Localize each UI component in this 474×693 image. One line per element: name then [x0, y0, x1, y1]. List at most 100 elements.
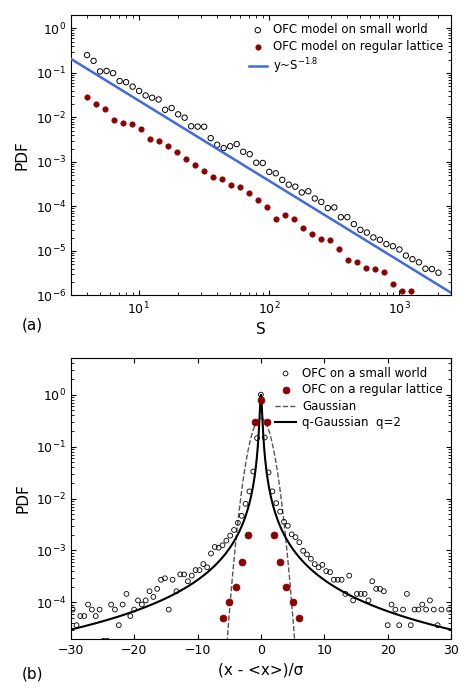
OFC model on small world [174, 109, 182, 120]
q-Gaussian  q=2 [87, 620, 93, 629]
OFC on a small world [161, 572, 169, 584]
Legend: OFC model on small world, OFC model on regular lattice, y~S$^{-1.8}$: OFC model on small world, OFC model on r… [246, 21, 445, 78]
OFC on a small world [373, 584, 380, 595]
OFC on a small world [446, 604, 453, 615]
OFC on a small world [388, 599, 395, 610]
OFC model on regular lattice [381, 266, 388, 277]
OFC model on small world [181, 112, 189, 123]
Y-axis label: PDF: PDF [15, 484, 30, 514]
OFC on a small world [192, 565, 200, 576]
OFC model on regular lattice [228, 179, 235, 191]
OFC model on small world [383, 238, 390, 249]
OFC model on regular lattice [426, 297, 433, 308]
OFC on a small world [330, 574, 337, 586]
OFC on a small world [184, 576, 191, 587]
OFC on a small world [123, 588, 130, 599]
OFC on a small world [246, 486, 253, 497]
OFC model on small world [187, 121, 195, 132]
OFC on a small world [368, 576, 376, 587]
OFC model on small world [201, 121, 208, 132]
OFC model on small world [83, 49, 91, 60]
OFC model on small world [239, 146, 247, 157]
OFC on a small world [127, 611, 134, 622]
q-Gaussian  q=2 [437, 623, 443, 631]
OFC on a small world [88, 604, 96, 615]
OFC model on regular lattice [137, 123, 145, 134]
OFC model on small world [103, 65, 110, 76]
OFC model on regular lattice [237, 181, 244, 192]
OFC on a regular lattice [219, 613, 227, 624]
OFC model on small world [148, 92, 156, 103]
OFC on a small world [384, 620, 392, 631]
OFC model on small world [363, 227, 371, 238]
OFC on a small world [100, 635, 107, 647]
q-Gaussian  q=2 [258, 391, 264, 399]
Line: y~S$^{-1.8}$: y~S$^{-1.8}$ [71, 59, 451, 292]
OFC on a small world [257, 389, 264, 400]
OFC model on small world [142, 90, 149, 101]
OFC on a small world [230, 525, 238, 536]
q-Gaussian  q=2 [68, 625, 73, 633]
OFC model on small world [304, 186, 312, 197]
OFC on a small world [77, 611, 84, 622]
OFC on a small world [303, 549, 311, 560]
OFC model on regular lattice [390, 279, 397, 290]
OFC on a small world [284, 520, 292, 532]
OFC on a small world [322, 565, 330, 577]
OFC on a small world [403, 588, 410, 599]
OFC model on small world [292, 181, 299, 192]
OFC model on regular lattice [182, 153, 190, 164]
OFC on a small world [180, 569, 188, 580]
OFC model on regular lattice [354, 257, 361, 268]
OFC on a small world [119, 599, 127, 610]
OFC model on regular lattice [101, 103, 109, 114]
OFC model on small world [415, 256, 423, 267]
OFC on a regular lattice [251, 416, 258, 428]
OFC on a small world [395, 620, 403, 631]
OFC on a small world [227, 530, 234, 541]
y~S$^{-1.8}$ [294, 194, 300, 202]
X-axis label: S: S [256, 322, 266, 337]
OFC on a small world [288, 529, 295, 540]
Line: Gaussian: Gaussian [71, 419, 451, 693]
OFC model on regular lattice [201, 165, 208, 176]
OFC model on small world [122, 77, 130, 88]
OFC on a regular lattice [264, 416, 271, 428]
OFC on a small world [319, 559, 326, 570]
y~S$^{-1.8}$ [293, 193, 299, 202]
OFC on a regular lattice [226, 597, 233, 608]
q-Gaussian  q=2 [367, 601, 373, 609]
OFC model on small world [259, 157, 266, 168]
OFC model on small world [96, 66, 104, 77]
OFC model on small world [318, 196, 325, 207]
OFC on a small world [265, 467, 273, 478]
OFC model on regular lattice [372, 263, 379, 274]
OFC model on regular lattice [435, 306, 442, 317]
OFC model on regular lattice [119, 117, 127, 128]
OFC on a regular lattice [283, 581, 290, 593]
OFC on a small world [300, 545, 307, 556]
OFC on a small world [361, 588, 368, 599]
OFC model on small world [324, 202, 332, 213]
Gaussian [258, 414, 264, 423]
OFC on a small world [157, 574, 165, 586]
OFC on a small world [434, 620, 441, 631]
OFC on a small world [146, 586, 153, 597]
OFC on a regular lattice [276, 556, 284, 568]
OFC on a small world [269, 486, 276, 497]
OFC model on small world [428, 263, 436, 274]
OFC on a small world [353, 588, 361, 599]
OFC model on regular lattice [146, 133, 154, 144]
y~S$^{-1.8}$ [448, 288, 454, 297]
OFC on a small world [203, 562, 211, 573]
OFC model on small world [207, 132, 214, 143]
OFC model on regular lattice [210, 171, 217, 182]
OFC on a small world [142, 595, 149, 606]
OFC model on small world [227, 141, 234, 152]
OFC on a small world [411, 604, 419, 615]
OFC model on small world [155, 94, 163, 105]
OFC on a regular lattice [238, 556, 246, 568]
OFC on a small world [242, 498, 249, 509]
OFC model on small world [402, 250, 410, 261]
OFC model on regular lattice [264, 201, 271, 212]
